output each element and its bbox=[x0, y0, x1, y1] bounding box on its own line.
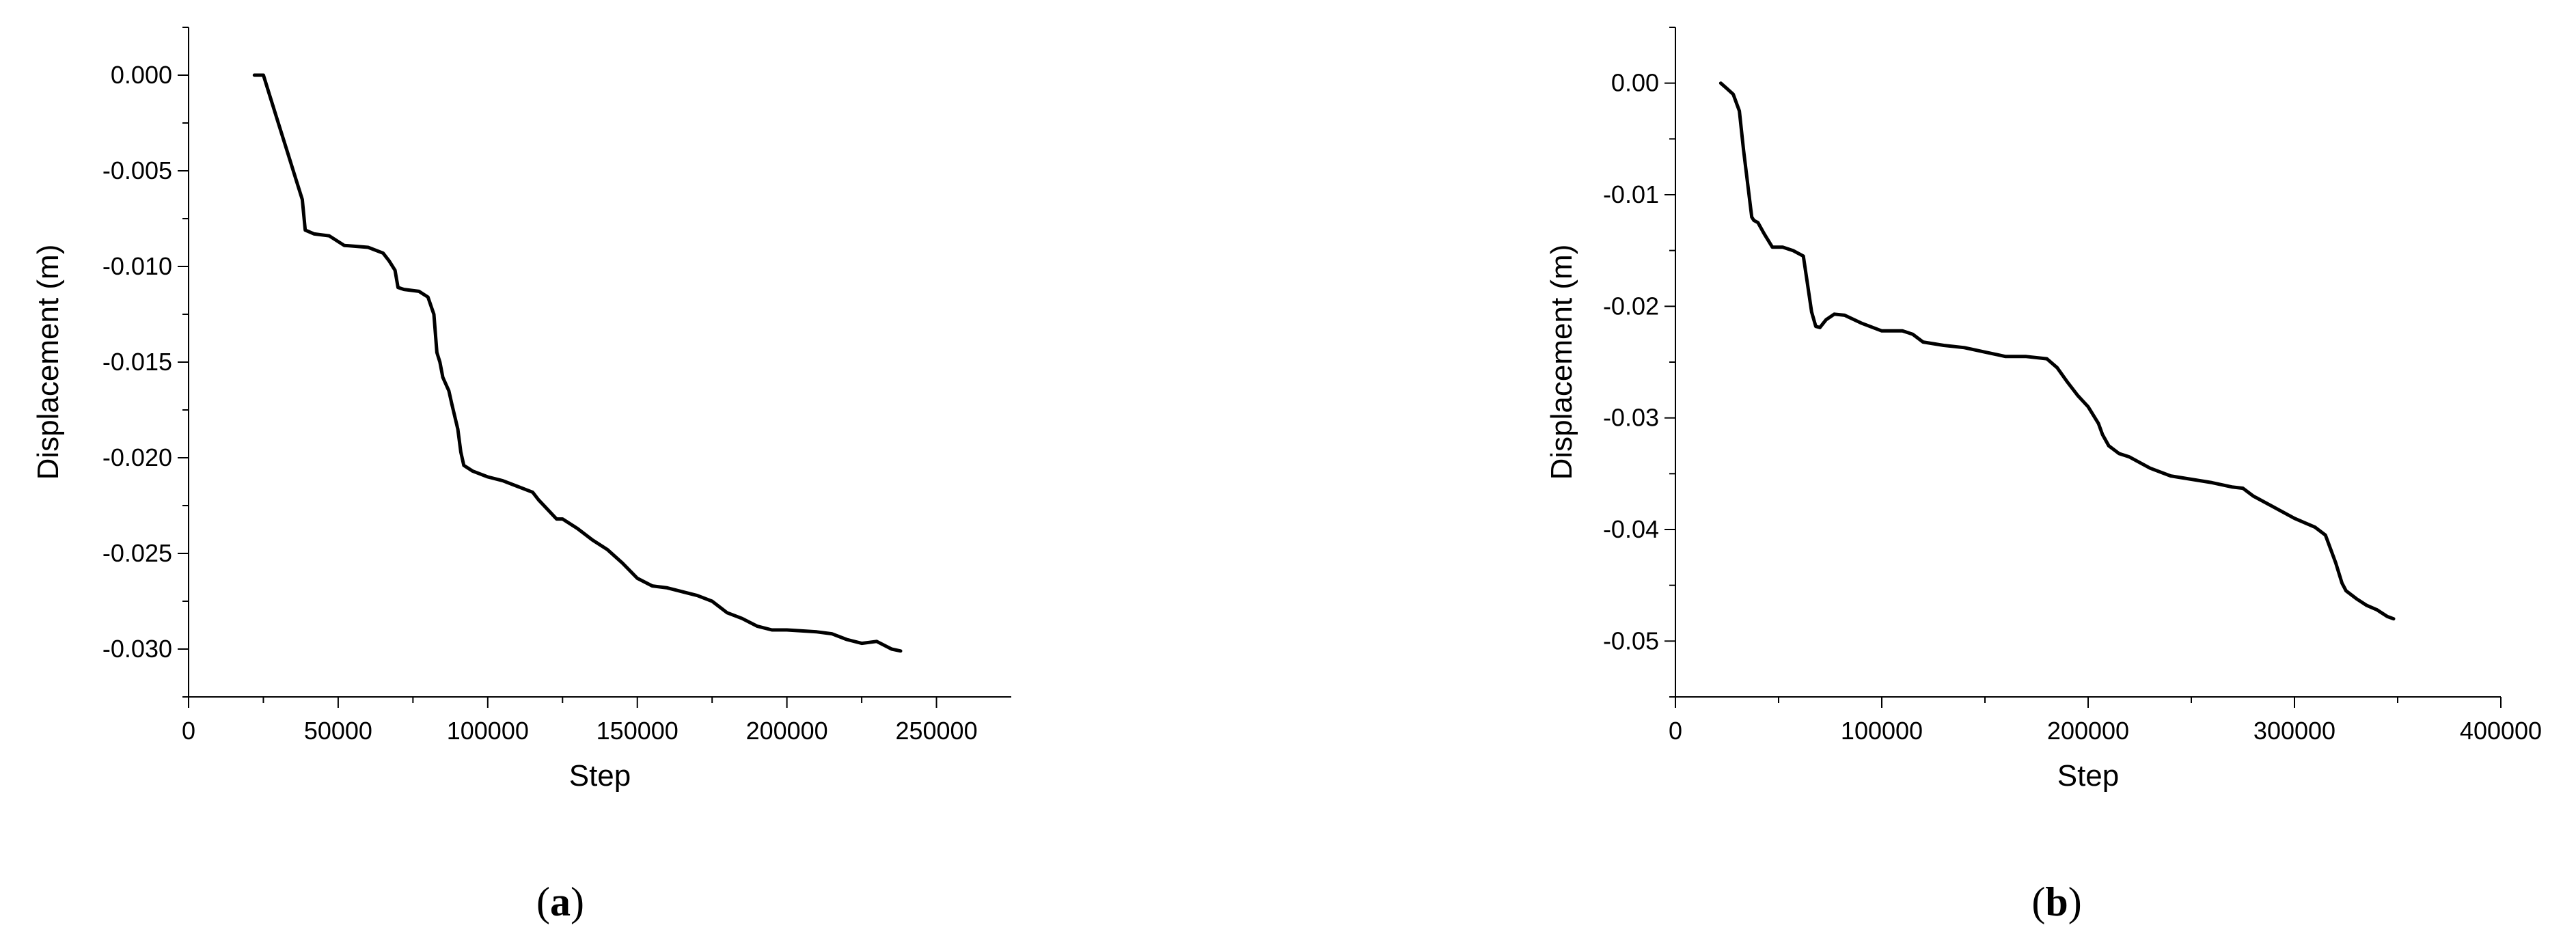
y-axis-title: Displacement (m) bbox=[1545, 245, 1578, 480]
series-line bbox=[1718, 81, 2396, 621]
panel-caption: (a) bbox=[536, 879, 584, 924]
x-tick-label: 300000 bbox=[2253, 717, 2335, 745]
caption-letter: a bbox=[550, 879, 571, 924]
x-tick-label: 0 bbox=[182, 717, 195, 745]
y-tick-label: -0.010 bbox=[102, 252, 172, 280]
panel-b: 0 100000 200000 300000 400000 0.00 -0.01 -0.02 -… bbox=[1545, 27, 2542, 924]
y-tick-label: -0.020 bbox=[102, 443, 172, 471]
y-tick-label: -0.04 bbox=[1603, 515, 1659, 543]
x-tick-label: 250000 bbox=[895, 717, 977, 745]
x-tick-label: 200000 bbox=[2047, 717, 2129, 745]
panel-caption: (b) bbox=[2031, 879, 2081, 924]
x-tick-label: 200000 bbox=[746, 717, 828, 745]
series-line bbox=[252, 73, 903, 653]
y-tick-label: -0.025 bbox=[102, 539, 172, 567]
y-axis-title: Displacement (m) bbox=[31, 245, 65, 480]
x-tick-label: 150000 bbox=[597, 717, 679, 745]
x-tick-label: 0 bbox=[1669, 717, 1682, 745]
y-tick-label: 0.00 bbox=[1611, 69, 1659, 97]
y-tick-label: -0.005 bbox=[102, 156, 172, 184]
x-axis-title: Step bbox=[569, 759, 631, 793]
panel-a: 0 50000 100000 150000 200000 250000 0.000 -0.00… bbox=[31, 27, 1011, 924]
y-tick-label: -0.02 bbox=[1603, 292, 1659, 320]
x-tick-label: 100000 bbox=[447, 717, 529, 745]
x-tick-label: 100000 bbox=[1841, 717, 1923, 745]
x-tick-label: 50000 bbox=[304, 717, 372, 745]
y-tick-label: -0.03 bbox=[1603, 404, 1659, 432]
y-tick-label: -0.05 bbox=[1603, 627, 1659, 655]
caption-letter: b bbox=[2045, 879, 2068, 924]
y-tick-label: 0.000 bbox=[111, 61, 172, 89]
x-tick-label: 400000 bbox=[2460, 717, 2542, 745]
y-tick-label: -0.030 bbox=[102, 635, 172, 663]
y-tick-label: -0.01 bbox=[1603, 180, 1659, 208]
x-axis-title: Step bbox=[2057, 759, 2120, 793]
y-tick-label: -0.015 bbox=[102, 348, 172, 376]
